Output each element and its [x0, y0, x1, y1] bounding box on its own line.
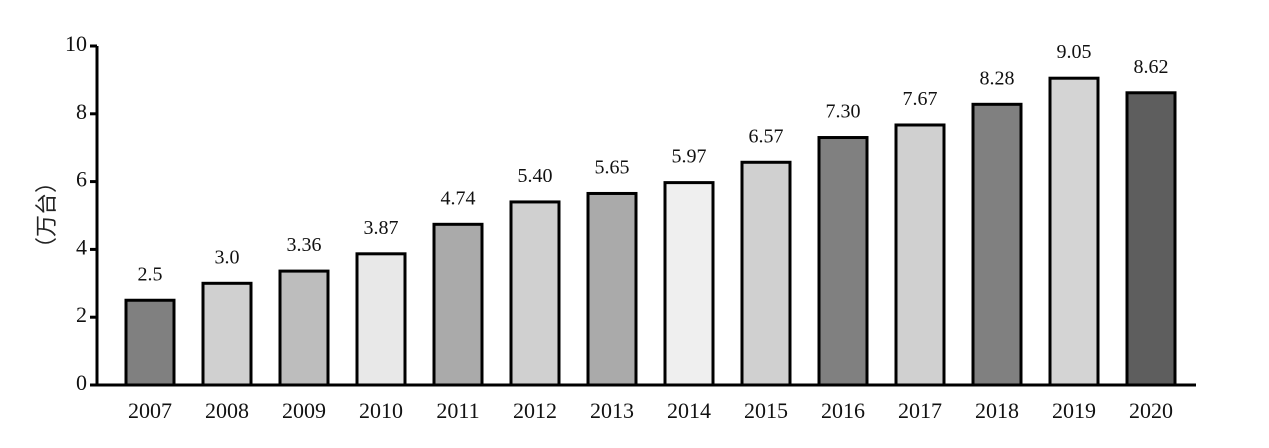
x-tick-label-2019: 2019 — [1052, 398, 1096, 423]
y-tick-label-10: 10 — [65, 31, 87, 56]
y-tick-label-4: 4 — [76, 234, 87, 259]
bar-2007 — [124, 298, 176, 387]
x-tick-label-2013: 2013 — [590, 398, 634, 423]
y-axis-label: （万台） — [35, 171, 60, 259]
bar-2018 — [971, 102, 1023, 387]
x-tick-label-2016: 2016 — [821, 398, 865, 423]
y-tick-label-2: 2 — [76, 302, 87, 327]
bar-2016 — [817, 136, 869, 387]
bar-2013 — [586, 191, 638, 387]
bar-2017 — [894, 123, 946, 387]
x-tick-label-2018: 2018 — [975, 398, 1019, 423]
x-tick-label-2007: 2007 — [128, 398, 172, 423]
data-label-2015: 6.57 — [749, 125, 784, 147]
bar-2012 — [509, 200, 561, 387]
y-tick-label-6: 6 — [76, 167, 87, 192]
bar-2011 — [432, 222, 484, 387]
bar-2014 — [663, 181, 715, 387]
bar-2010 — [355, 252, 407, 387]
bar-2015 — [740, 160, 792, 387]
x-tick-label-2020: 2020 — [1129, 398, 1173, 423]
data-label-2020: 8.62 — [1134, 56, 1169, 78]
x-tick-label-2011: 2011 — [436, 398, 479, 423]
x-tick-label-2012: 2012 — [513, 398, 557, 423]
bars-group: 2.5 3.0 3.36 3.87 4.74 5.40 5.65 5.97 6.57 7.30 7.… — [124, 41, 1177, 387]
data-label-2019: 9.05 — [1057, 41, 1092, 63]
bar-2009 — [278, 269, 330, 387]
x-tick-label-2008: 2008 — [205, 398, 249, 423]
bar-2019 — [1048, 76, 1100, 387]
data-label-2010: 3.87 — [364, 217, 399, 239]
x-axis: 2007 2008 2009 2010 2011 2012 2013 2014 2015 2016… — [95, 383, 1196, 423]
x-tick-label-2010: 2010 — [359, 398, 403, 423]
data-label-2017: 7.67 — [903, 88, 938, 110]
x-tick-label-2014: 2014 — [667, 398, 711, 423]
y-tick-label-0: 0 — [76, 370, 87, 395]
x-tick-label-2017: 2017 — [898, 398, 942, 423]
y-axis: 0 2 4 6 8 10 — [65, 31, 99, 395]
data-label-2012: 5.40 — [518, 165, 553, 187]
data-label-2008: 3.0 — [215, 246, 240, 268]
data-label-2011: 4.74 — [441, 187, 476, 209]
data-label-2007: 2.5 — [138, 263, 163, 285]
data-label-2013: 5.65 — [595, 156, 630, 178]
data-label-2018: 8.28 — [980, 67, 1015, 89]
bar-2020 — [1125, 91, 1177, 387]
data-label-2009: 3.36 — [287, 234, 322, 256]
y-tick-label-8: 8 — [76, 99, 87, 124]
x-tick-label-2015: 2015 — [744, 398, 788, 423]
bar-2008 — [201, 281, 253, 387]
data-label-2016: 7.30 — [826, 101, 861, 123]
data-label-2014: 5.97 — [672, 146, 707, 168]
x-tick-label-2009: 2009 — [282, 398, 326, 423]
